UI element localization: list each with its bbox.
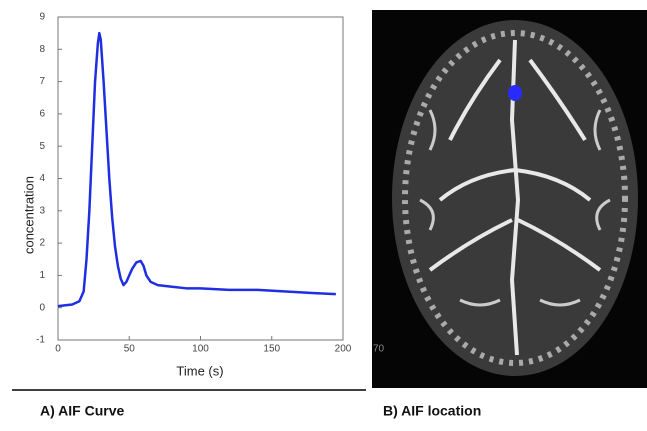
vessels (419, 109, 611, 307)
x-tick-label: 50 (124, 344, 136, 355)
y-tick-label: 6 (39, 109, 45, 120)
aif-marker (508, 85, 522, 101)
x-tick-label: 150 (263, 344, 280, 355)
y-tick-label: 4 (39, 173, 45, 184)
y-axis-label: concentration (21, 176, 36, 254)
y-tick-label: -1 (36, 335, 45, 346)
x-tick-label: 200 (335, 344, 352, 355)
x-axis-label: Time (s) (176, 363, 223, 378)
y-tick-label: 1 (39, 270, 45, 281)
x-tick-label: 100 (192, 344, 209, 355)
caption: A) AIF Curve (40, 403, 124, 419)
overlay-text: 70 (373, 344, 385, 355)
y-tick-label: 0 (39, 302, 45, 313)
y-tick-label: 3 (39, 205, 45, 216)
y-tick-label: 5 (39, 141, 45, 152)
y-tick-label: 2 (39, 238, 45, 249)
vessels (428, 39, 602, 356)
y-tick-label: 8 (39, 44, 45, 55)
y-tick-label: 7 (39, 76, 45, 87)
aif-curve (57, 31, 336, 308)
brain-image: 70 (372, 10, 647, 388)
brain (392, 20, 638, 376)
cortex-vessels (402, 30, 628, 366)
y-tick-label: 9 (39, 12, 45, 23)
caption: B) AIF location (383, 403, 481, 419)
x-tick-label: 0 (55, 344, 61, 355)
